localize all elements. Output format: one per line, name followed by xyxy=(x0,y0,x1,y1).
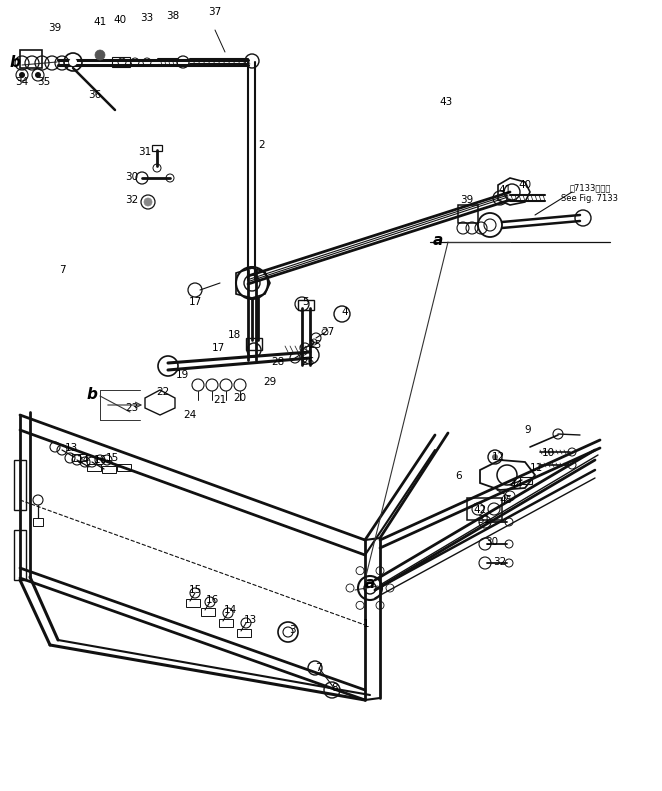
Bar xyxy=(219,619,233,627)
Text: 22: 22 xyxy=(156,387,169,397)
Text: 41: 41 xyxy=(93,17,107,27)
Text: 3: 3 xyxy=(289,625,295,635)
Text: 16: 16 xyxy=(205,595,218,605)
Text: 34: 34 xyxy=(15,77,28,87)
Text: 37: 37 xyxy=(209,7,222,17)
Text: 32: 32 xyxy=(125,195,138,205)
Bar xyxy=(246,338,262,350)
Text: 13: 13 xyxy=(64,443,77,453)
Text: 20: 20 xyxy=(234,393,246,403)
Text: 5: 5 xyxy=(303,297,309,307)
Text: 9: 9 xyxy=(525,425,532,435)
Text: 14: 14 xyxy=(76,455,89,465)
Text: a: a xyxy=(433,233,443,248)
Text: 31: 31 xyxy=(138,147,152,157)
Text: 26: 26 xyxy=(301,357,314,367)
Text: 27: 27 xyxy=(321,327,334,337)
Text: b: b xyxy=(87,387,97,402)
Circle shape xyxy=(492,454,498,460)
Text: 39: 39 xyxy=(48,23,62,33)
Text: 39: 39 xyxy=(460,195,473,205)
Bar xyxy=(112,57,130,67)
Text: 8: 8 xyxy=(332,683,338,693)
Text: 23: 23 xyxy=(125,403,138,413)
Bar xyxy=(201,608,215,616)
Circle shape xyxy=(69,58,77,66)
Bar xyxy=(186,599,200,607)
Bar xyxy=(298,300,314,310)
Text: 33: 33 xyxy=(140,13,154,23)
Circle shape xyxy=(35,72,41,78)
Bar xyxy=(20,50,42,68)
Text: 28: 28 xyxy=(271,357,285,367)
Text: 13: 13 xyxy=(244,615,257,625)
Bar xyxy=(152,145,162,151)
Text: 1: 1 xyxy=(363,619,369,629)
Text: 41: 41 xyxy=(498,185,512,195)
Bar xyxy=(237,629,251,637)
Text: 35: 35 xyxy=(37,77,50,87)
Text: 14: 14 xyxy=(223,605,236,615)
Bar xyxy=(14,530,26,580)
Text: 15: 15 xyxy=(189,585,202,595)
Text: 31: 31 xyxy=(477,515,491,525)
Text: 30: 30 xyxy=(125,172,138,182)
Text: 45: 45 xyxy=(499,495,512,505)
Text: 29: 29 xyxy=(263,377,277,387)
Text: 30: 30 xyxy=(485,537,498,547)
Bar xyxy=(458,205,478,223)
Bar xyxy=(117,464,131,471)
Text: 21: 21 xyxy=(213,395,226,405)
Circle shape xyxy=(95,50,105,60)
Text: 40: 40 xyxy=(113,15,126,25)
Text: 17: 17 xyxy=(189,297,202,307)
Bar xyxy=(520,477,532,484)
Text: 32: 32 xyxy=(493,557,506,567)
Circle shape xyxy=(144,198,152,206)
Text: 18: 18 xyxy=(227,330,240,340)
Text: 16: 16 xyxy=(93,455,107,465)
Text: 36: 36 xyxy=(88,90,102,100)
Text: 4: 4 xyxy=(342,307,348,317)
Circle shape xyxy=(19,72,25,78)
Text: 11: 11 xyxy=(530,463,543,473)
Text: 40: 40 xyxy=(518,180,532,190)
Text: 10: 10 xyxy=(542,448,555,458)
Bar xyxy=(102,466,116,473)
Bar xyxy=(14,460,26,510)
Text: 24: 24 xyxy=(183,410,197,420)
Text: 7: 7 xyxy=(314,663,321,673)
Text: 第7133図参照
See Fig. 7133: 第7133図参照 See Fig. 7133 xyxy=(561,184,618,202)
Text: 17: 17 xyxy=(211,343,224,353)
Text: 6: 6 xyxy=(455,471,462,481)
Text: 38: 38 xyxy=(166,11,179,21)
Text: b: b xyxy=(9,55,21,70)
Text: 42: 42 xyxy=(473,505,487,515)
Text: 7: 7 xyxy=(59,265,66,275)
Bar xyxy=(33,518,43,526)
Text: 19: 19 xyxy=(175,370,189,380)
Text: 12: 12 xyxy=(491,452,504,462)
Text: a: a xyxy=(365,577,375,592)
Text: 43: 43 xyxy=(440,97,453,107)
Text: 2: 2 xyxy=(259,140,265,150)
Text: 44: 44 xyxy=(509,480,522,490)
Bar xyxy=(72,454,86,461)
Text: 15: 15 xyxy=(105,453,118,463)
Bar xyxy=(87,464,101,471)
Bar xyxy=(467,498,502,520)
Text: 25: 25 xyxy=(308,340,322,350)
